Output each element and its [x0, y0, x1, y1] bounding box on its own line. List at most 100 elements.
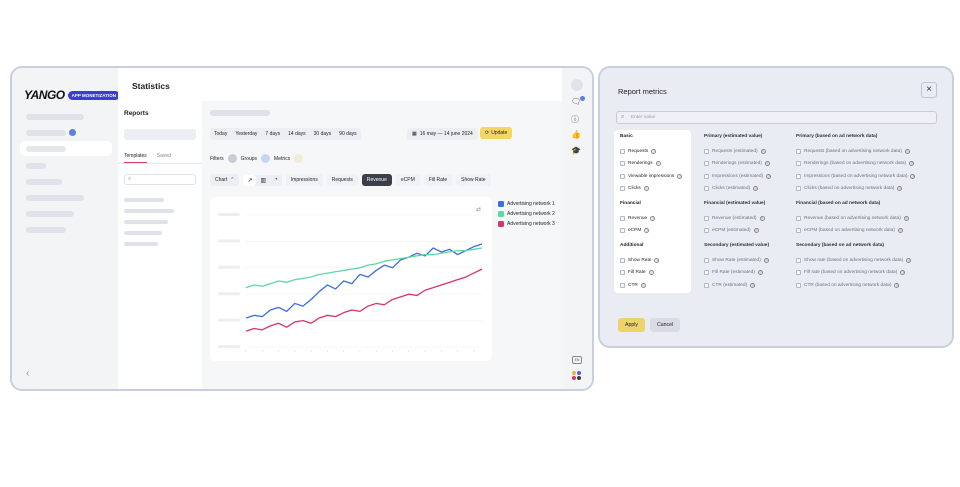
thumbs-up-icon[interactable]: 👍: [571, 130, 581, 139]
help-icon[interactable]: ?: [644, 228, 650, 234]
period-14-days[interactable]: 14 days: [288, 131, 306, 137]
metric-checkbox[interactable]: [620, 186, 625, 192]
apply-button[interactable]: Apply: [618, 318, 645, 332]
metric-checkbox[interactable]: [620, 228, 625, 234]
metric-checkbox-row[interactable]: Renderings (based on advertising network…: [796, 158, 915, 171]
help-icon[interactable]: ?: [906, 257, 912, 263]
help-icon[interactable]: ?: [643, 186, 649, 192]
metric-checkbox-row[interactable]: Show Rate?: [620, 254, 660, 267]
metric-checkbox-row[interactable]: Revenue?: [620, 212, 656, 225]
help-icon[interactable]: ?: [655, 161, 661, 167]
period-90-days[interactable]: 90 days: [339, 131, 357, 137]
help-icon[interactable]: ?: [650, 215, 656, 221]
sidebar-item-placeholder[interactable]: [26, 179, 62, 185]
metric-checkbox[interactable]: [704, 173, 709, 179]
date-range-picker[interactable]: ▦ 16 may — 14 june 2024: [407, 128, 478, 140]
metric-checkbox[interactable]: [620, 148, 625, 154]
metric-checkbox[interactable]: [796, 215, 801, 221]
help-icon[interactable]: ?: [897, 228, 903, 234]
sidebar-item-placeholder[interactable]: [26, 195, 84, 201]
metric-checkbox[interactable]: [704, 228, 709, 234]
metric-checkbox-row[interactable]: Requests (based on advertising network d…: [796, 145, 915, 158]
metric-checkbox-row[interactable]: Fill rate (based on advertising network …: [796, 267, 911, 280]
template-item[interactable]: [124, 242, 158, 246]
sidebar-item-placeholder[interactable]: [26, 163, 46, 169]
metric-checkbox-row[interactable]: Clicks (estimated)?: [704, 183, 771, 196]
help-icon[interactable]: ?: [753, 186, 759, 192]
metric-checkbox[interactable]: [704, 270, 709, 276]
help-icon[interactable]: ?: [763, 257, 769, 263]
metric-checkbox[interactable]: [704, 257, 709, 263]
legend-checkbox[interactable]: [498, 201, 504, 207]
sidebar-item-placeholder[interactable]: [26, 130, 66, 136]
help-icon[interactable]: ?: [651, 148, 657, 154]
metric-tab-impressions[interactable]: Impressions: [285, 174, 323, 186]
template-item[interactable]: [124, 198, 164, 202]
avatar[interactable]: [571, 79, 583, 91]
help-icon[interactable]: ?: [640, 282, 646, 288]
metric-checkbox[interactable]: [704, 215, 709, 221]
legend-checkbox[interactable]: [498, 221, 504, 227]
metric-checkbox-row[interactable]: Viewable impressions?: [620, 170, 683, 183]
metric-checkbox[interactable]: [704, 161, 709, 167]
metric-checkbox-row[interactable]: Requests?: [620, 145, 682, 158]
cancel-button[interactable]: Cancel: [650, 318, 681, 332]
sidebar-item-placeholder[interactable]: [26, 227, 66, 233]
metric-tab-fill-rate[interactable]: Fill Rate: [423, 174, 453, 186]
metric-tab-revenue[interactable]: Revenue: [361, 174, 392, 186]
period-30-days[interactable]: 30 days: [313, 131, 332, 137]
close-icon[interactable]: ×: [921, 82, 937, 98]
bar-chart-icon[interactable]: ▥: [260, 177, 267, 184]
legend-item[interactable]: Advertising network 3: [498, 221, 555, 227]
sidebar-item-placeholder[interactable]: [26, 114, 84, 120]
metric-tab-ecpm[interactable]: eCPM: [395, 174, 420, 186]
help-icon[interactable]: ?: [760, 148, 766, 154]
groups-toggle[interactable]: [261, 154, 271, 163]
metric-checkbox-row[interactable]: Renderings?: [620, 158, 682, 171]
logo[interactable]: YANGO APP MONETIZATION: [24, 88, 120, 102]
metric-checkbox[interactable]: [796, 270, 801, 276]
metric-checkbox-row[interactable]: Revenue (estimated)?: [704, 212, 765, 225]
metric-tab-requests[interactable]: Requests: [326, 174, 358, 186]
help-icon[interactable]: ?: [764, 161, 770, 167]
help-icon[interactable]: ?: [910, 173, 916, 179]
metric-checkbox[interactable]: [620, 270, 625, 276]
metric-checkbox-row[interactable]: CTR (estimated)?: [704, 279, 769, 292]
help-icon[interactable]: ?: [677, 173, 683, 179]
metric-checkbox-row[interactable]: CTR?: [620, 279, 659, 292]
metric-checkbox[interactable]: [620, 257, 625, 263]
metric-checkbox-row[interactable]: Fill Rate?: [620, 267, 659, 280]
metric-checkbox-row[interactable]: Show rate (based on advertising network …: [796, 254, 912, 267]
reports-search-input[interactable]: ⌕: [124, 174, 196, 185]
metric-checkbox-row[interactable]: Fill Rate (estimated)?: [704, 267, 769, 280]
template-item[interactable]: [124, 231, 162, 235]
help-icon[interactable]: ⓘ: [571, 115, 579, 124]
metric-checkbox-row[interactable]: Clicks (based on advertising network dat…: [796, 183, 915, 196]
metric-checkbox[interactable]: [796, 257, 801, 263]
metric-checkbox-row[interactable]: Show Rate (estimated)?: [704, 254, 769, 267]
help-icon[interactable]: ?: [753, 228, 759, 234]
metric-checkbox-row[interactable]: eCPM (based on advertising network data)…: [796, 225, 909, 238]
metric-checkbox-row[interactable]: Renderings (estimated)?: [704, 158, 771, 171]
help-icon[interactable]: ?: [904, 148, 910, 154]
metric-checkbox[interactable]: [704, 282, 709, 288]
metric-checkbox-row[interactable]: eCPM (estimated)?: [704, 225, 765, 238]
metric-checkbox[interactable]: [796, 161, 801, 167]
sidebar-item-placeholder[interactable]: [26, 211, 74, 217]
help-icon[interactable]: ?: [903, 215, 909, 221]
metric-checkbox[interactable]: [620, 282, 625, 288]
help-icon[interactable]: ?: [750, 282, 756, 288]
metric-checkbox-row[interactable]: CTR (based on advertising network data)?: [796, 279, 911, 292]
sidebar-item-active[interactable]: [20, 141, 112, 156]
help-icon[interactable]: ?: [759, 215, 765, 221]
metric-checkbox-row[interactable]: Impressions (estimated)?: [704, 170, 772, 183]
metric-checkbox[interactable]: [620, 173, 625, 179]
metric-checkbox[interactable]: [704, 148, 709, 154]
filters-toggle[interactable]: [227, 154, 237, 163]
metric-checkbox-row[interactable]: Clicks?: [620, 183, 682, 196]
chart-type-select[interactable]: Chart ⌃: [210, 174, 240, 186]
metric-checkbox[interactable]: [796, 186, 801, 192]
metric-checkbox[interactable]: [796, 282, 801, 288]
update-button[interactable]: ⟳ Update: [480, 127, 513, 139]
metric-checkbox[interactable]: [796, 148, 801, 154]
